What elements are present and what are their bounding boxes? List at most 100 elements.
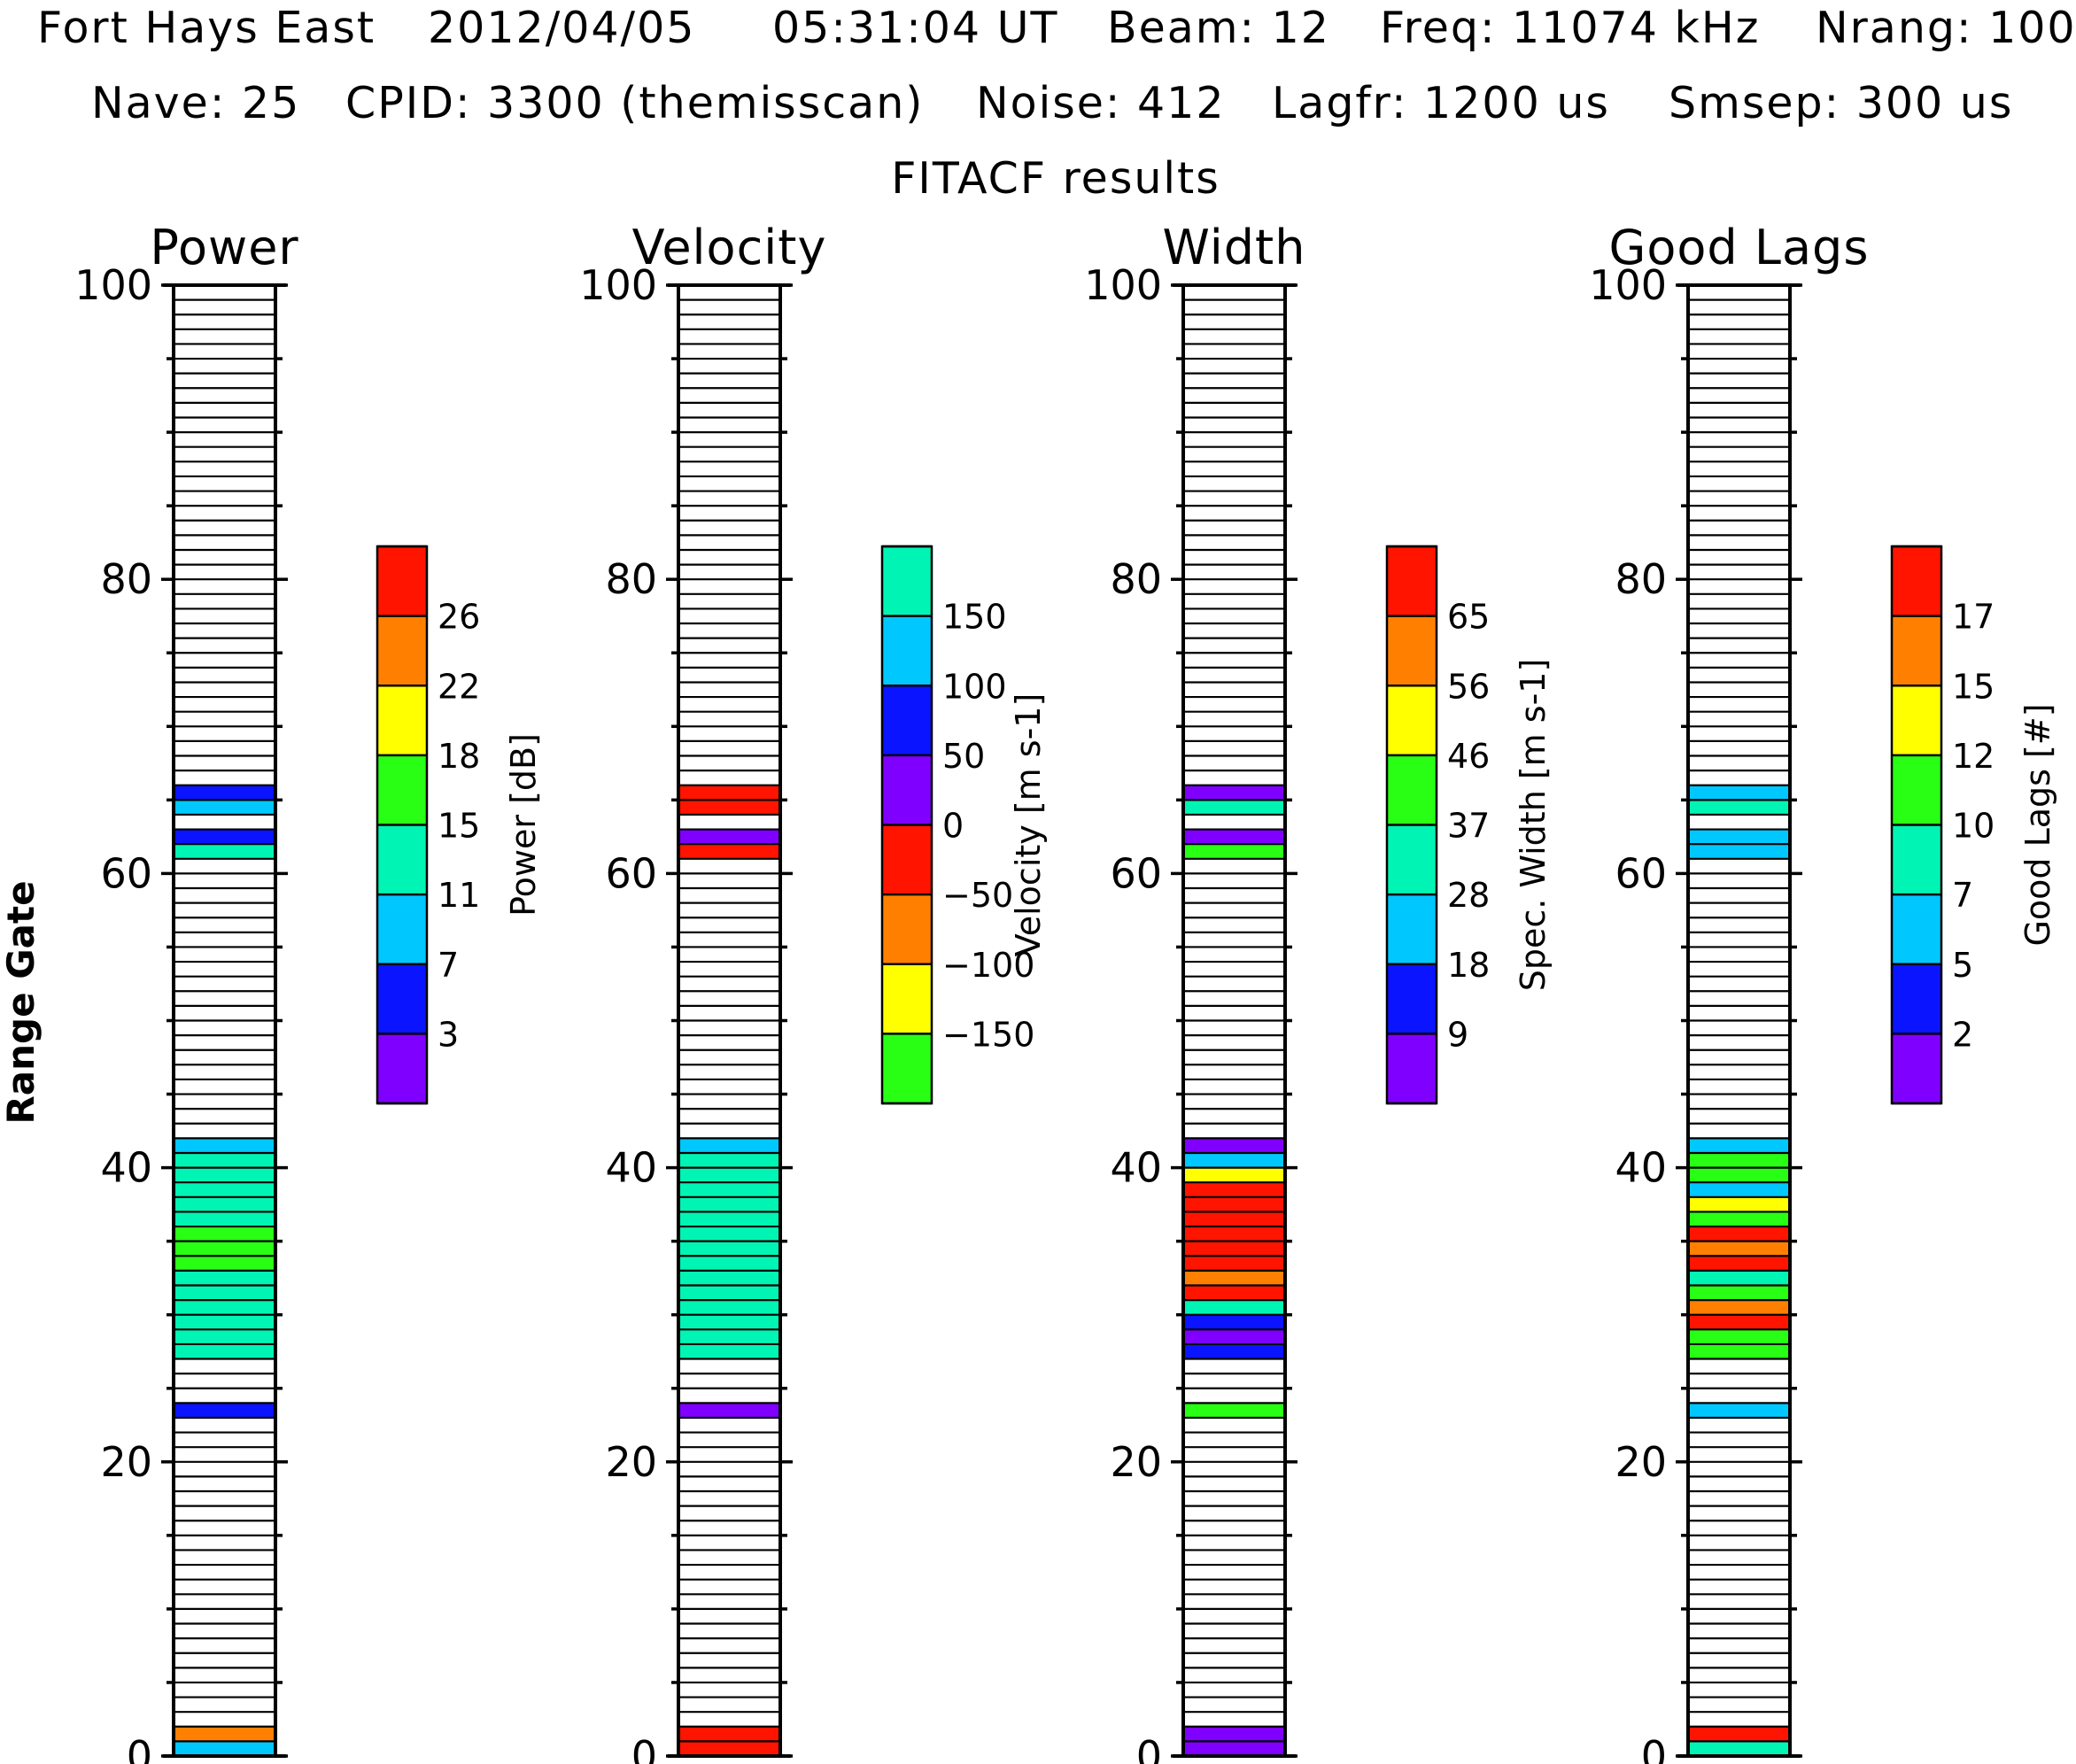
colorbar-swatch: [377, 546, 427, 616]
gate-cell: [1183, 829, 1285, 845]
y-tick-label: 40: [605, 1144, 657, 1192]
colorbar-swatch: [1892, 615, 1941, 686]
y-tick-label: 40: [1615, 1144, 1667, 1192]
panel-power: Power 0 20 40 60 80 100 3 7 11 15 18 22 26 Power [dB]: [74, 220, 543, 1764]
y-tick-label: 80: [605, 555, 657, 603]
colorbar-frame: [1385, 545, 1438, 1105]
header-smsep: Smsep: 300 us: [1669, 78, 2013, 128]
gate-cell: [174, 1270, 275, 1286]
y-tick-label: 40: [100, 1144, 152, 1192]
panel-width: Width 0 20 40 60 80 100 9 18 28 37 46 56 65 Spec. Widt…: [1084, 220, 1553, 1764]
colorbar: 9 18 28 37 46 56 65 Spec. Width [m s-1]: [1385, 545, 1553, 1105]
gate-cell: [174, 785, 275, 801]
colorbar-tick-label: −50: [942, 876, 1013, 915]
gate-cell: [1688, 1167, 1790, 1183]
gate-cell: [174, 1211, 275, 1227]
gate-cell: [1183, 1270, 1285, 1286]
colorbar-tick-label: 65: [1447, 598, 1490, 637]
gate-cell: [174, 829, 275, 845]
colorbar: 2 5 7 10 12 15 17 Good Lags [#]: [1890, 545, 2057, 1105]
gate-cell: [1183, 1343, 1285, 1359]
y-tick-label: 100: [1589, 261, 1667, 309]
colorbar-frame: [376, 545, 429, 1105]
header-lagfr: Lagfr: 1200 us: [1272, 78, 1610, 128]
gate-cell: [1183, 1285, 1285, 1301]
gate-cell: [1688, 1741, 1790, 1756]
colorbar-tick-label: 5: [1952, 946, 1973, 985]
gate-cell: [678, 1741, 780, 1756]
panel-title: Good Lags: [1609, 220, 1870, 275]
gate-cell: [1688, 829, 1790, 845]
colorbar-tick-label: −100: [942, 946, 1034, 985]
gate-cell: [1688, 1726, 1790, 1742]
colorbar-label: Spec. Width [m s-1]: [1514, 659, 1553, 992]
colorbar-swatch: [377, 963, 427, 1034]
colorbar-swatch: [882, 685, 932, 755]
gate-cell: [1183, 1726, 1285, 1742]
y-tick-label: 60: [100, 849, 152, 897]
gate-cell: [678, 1726, 780, 1742]
gate-cell: [678, 1403, 780, 1418]
colorbar-tick-label: 50: [942, 737, 985, 776]
colorbar-swatch: [1387, 894, 1437, 964]
colorbar-swatch: [377, 1033, 427, 1103]
gate-cell: [1183, 1211, 1285, 1227]
gate-cell: [174, 1167, 275, 1183]
gate-cell: [1183, 1741, 1285, 1756]
gate-cell: [1688, 800, 1790, 815]
y-tick-label: 20: [100, 1438, 152, 1486]
colorbar-swatch: [882, 1033, 932, 1103]
gate-cell: [678, 829, 780, 845]
header-nrang: Nrang: 100: [1816, 3, 2076, 53]
gate-cell: [678, 1256, 780, 1271]
y-tick-label: 20: [1615, 1438, 1667, 1486]
panel-good-lags: Good Lags 0 20 40 60 80 100 2 5 7 10 12 15 17 Good Lag…: [1589, 220, 2057, 1764]
gate-cell: [1183, 1167, 1285, 1183]
header-time: 05:31:04 UT: [772, 3, 1058, 53]
panel-title: Velocity: [632, 220, 827, 275]
y-tick-label: 40: [1110, 1144, 1162, 1192]
colorbar-tick-label: 18: [438, 737, 480, 776]
gate-cell: [678, 1270, 780, 1286]
colorbar-tick-label: 46: [1447, 737, 1490, 776]
colorbar-swatch: [1387, 824, 1437, 895]
gate-cell: [678, 1343, 780, 1359]
colorbar-swatch: [1892, 824, 1941, 895]
colorbar-swatch: [377, 615, 427, 686]
gate-cell: [174, 1741, 275, 1756]
gate-cell: [1688, 1152, 1790, 1168]
gate-cell: [174, 1285, 275, 1301]
header-beam: Beam: 12: [1107, 3, 1330, 53]
gate-cell: [678, 1300, 780, 1315]
header-cpid: CPID: 3300 (themisscan): [345, 78, 924, 128]
colorbar-tick-label: 15: [438, 807, 480, 846]
gate-cell: [1688, 844, 1790, 859]
colorbar-swatch: [882, 963, 932, 1034]
gate-cell: [174, 800, 275, 815]
colorbar-swatch: [1892, 546, 1941, 616]
gate-cell: [1183, 1300, 1285, 1315]
colorbar-tick-label: 11: [438, 876, 480, 915]
colorbar-label: Power [dB]: [504, 733, 543, 917]
colorbar-swatch: [882, 824, 932, 895]
gate-cell: [678, 1182, 780, 1197]
colorbar-swatch: [377, 824, 427, 895]
gate-cell: [678, 1167, 780, 1183]
gate-cell: [174, 1182, 275, 1197]
gate-cell: [1688, 1270, 1790, 1286]
colorbar-tick-label: 26: [438, 598, 480, 637]
gate-cell: [1688, 1256, 1790, 1271]
gate-cell: [174, 1256, 275, 1271]
gate-cell: [1183, 1196, 1285, 1212]
gate-cell: [174, 1300, 275, 1315]
colorbar-swatch: [882, 894, 932, 964]
gate-cell: [1183, 1329, 1285, 1344]
gate-cell: [1183, 785, 1285, 801]
header-date: 2012/04/05: [428, 3, 695, 53]
y-tick-label: 0: [1136, 1732, 1162, 1764]
colorbar-tick-label: 28: [1447, 876, 1490, 915]
gate-cell: [1688, 1300, 1790, 1315]
colorbar-swatch: [1387, 546, 1437, 616]
colorbar: 3 7 11 15 18 22 26 Power [dB]: [376, 545, 543, 1105]
y-tick-label: 100: [1084, 261, 1162, 309]
